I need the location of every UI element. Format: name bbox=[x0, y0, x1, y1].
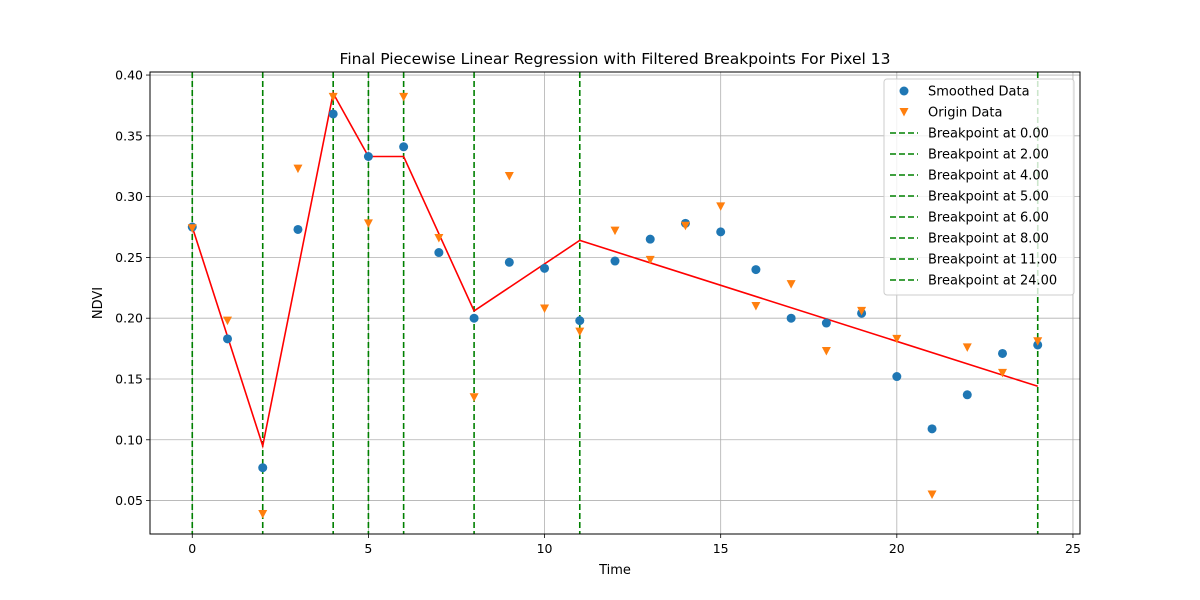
smoothed-point bbox=[962, 390, 972, 400]
scatter-points bbox=[187, 92, 1043, 519]
origin-point bbox=[293, 164, 303, 174]
legend-label: Breakpoint at 24.00 bbox=[928, 274, 1057, 289]
origin-point bbox=[998, 368, 1007, 378]
y-tick-label: 0.10 bbox=[115, 432, 143, 447]
legend-label: Smoothed Data bbox=[928, 85, 1030, 100]
x-tick-label: 15 bbox=[713, 541, 729, 556]
origin-point bbox=[258, 509, 268, 519]
origin-point bbox=[680, 221, 690, 231]
smoothed-point bbox=[504, 257, 514, 267]
origin-point bbox=[892, 334, 902, 344]
origin-point bbox=[223, 316, 232, 326]
y-tick-label: 0.05 bbox=[115, 493, 143, 508]
smoothed-point bbox=[821, 318, 831, 328]
smoothed-point bbox=[645, 234, 655, 244]
origin-point bbox=[927, 490, 937, 499]
smoothed-point bbox=[751, 265, 761, 275]
y-tick-label: 0.35 bbox=[115, 128, 143, 143]
x-tick-label: 25 bbox=[1065, 541, 1081, 556]
y-tick-label: 0.30 bbox=[115, 189, 143, 204]
origin-point bbox=[540, 304, 550, 313]
smoothed-point bbox=[927, 424, 937, 434]
axis-ticks: 0 5 10 15 20 25 0.05 0.10 0.15 0.20 0.25 0.30 0.35 0.… bbox=[115, 68, 1081, 556]
origin-point bbox=[716, 202, 726, 211]
smoothed-point bbox=[786, 313, 796, 323]
smoothed-point bbox=[998, 348, 1007, 358]
origin-point bbox=[328, 92, 338, 102]
chart-title: Final Piecewise Linear Regression with F… bbox=[340, 50, 891, 68]
smoothed-point bbox=[293, 224, 303, 234]
smoothed-point bbox=[223, 334, 232, 344]
smoothed-point bbox=[258, 463, 268, 473]
legend-label: Breakpoint at 11.00 bbox=[928, 253, 1057, 268]
origin-point bbox=[363, 219, 373, 228]
legend-label: Breakpoint at 0.00 bbox=[928, 127, 1049, 142]
smoothed-point bbox=[469, 313, 479, 323]
smoothed-point bbox=[540, 263, 550, 273]
legend-label: Breakpoint at 4.00 bbox=[928, 169, 1049, 184]
legend-marker-origin bbox=[899, 108, 909, 117]
plot-frame bbox=[149, 71, 1081, 535]
x-tick-label: 0 bbox=[188, 541, 196, 556]
smoothed-point bbox=[399, 142, 409, 152]
origin-point bbox=[821, 347, 831, 356]
x-tick-label: 10 bbox=[537, 541, 553, 556]
origin-point bbox=[610, 226, 620, 236]
origin-point bbox=[399, 92, 409, 102]
smoothed-point bbox=[575, 316, 585, 326]
y-tick-label: 0.20 bbox=[115, 311, 143, 326]
origin-point bbox=[187, 224, 197, 233]
regression-line-group bbox=[191, 90, 1038, 450]
origin-point bbox=[857, 306, 867, 316]
regression-line bbox=[191, 90, 1038, 450]
smoothed-point bbox=[892, 372, 902, 382]
legend: Smoothed Data Origin Data Breakpoint at 0.… bbox=[883, 78, 1075, 296]
y-axis-label: NDVI bbox=[91, 287, 106, 319]
y-tick-label: 0.25 bbox=[115, 250, 143, 265]
origin-point bbox=[962, 343, 972, 352]
origin-point bbox=[786, 280, 796, 289]
origin-point bbox=[469, 393, 479, 402]
x-tick-label: 5 bbox=[364, 541, 372, 556]
origin-point bbox=[434, 233, 444, 243]
legend-label: Origin Data bbox=[928, 106, 1002, 121]
smoothed-point bbox=[434, 248, 444, 258]
y-tick-label: 0.15 bbox=[115, 371, 143, 386]
smoothed-point bbox=[716, 227, 726, 237]
origin-point bbox=[504, 171, 514, 181]
smoothed-point bbox=[363, 151, 373, 161]
origin-point bbox=[645, 255, 655, 265]
legend-label: Breakpoint at 8.00 bbox=[928, 232, 1049, 247]
x-tick-label: 20 bbox=[889, 541, 905, 556]
x-axis-label: Time bbox=[598, 563, 631, 578]
origin-point bbox=[751, 302, 761, 311]
smoothed-point bbox=[610, 256, 620, 266]
legend-box bbox=[883, 78, 1075, 296]
smoothed-point bbox=[328, 109, 338, 119]
legend-label: Breakpoint at 5.00 bbox=[928, 190, 1049, 205]
y-tick-label: 0.40 bbox=[115, 68, 143, 83]
legend-label: Breakpoint at 6.00 bbox=[928, 211, 1049, 226]
legend-marker-smoothed bbox=[899, 86, 909, 96]
origin-point bbox=[575, 327, 585, 337]
origin-point bbox=[1033, 337, 1043, 346]
legend-label: Breakpoint at 2.00 bbox=[928, 148, 1049, 163]
